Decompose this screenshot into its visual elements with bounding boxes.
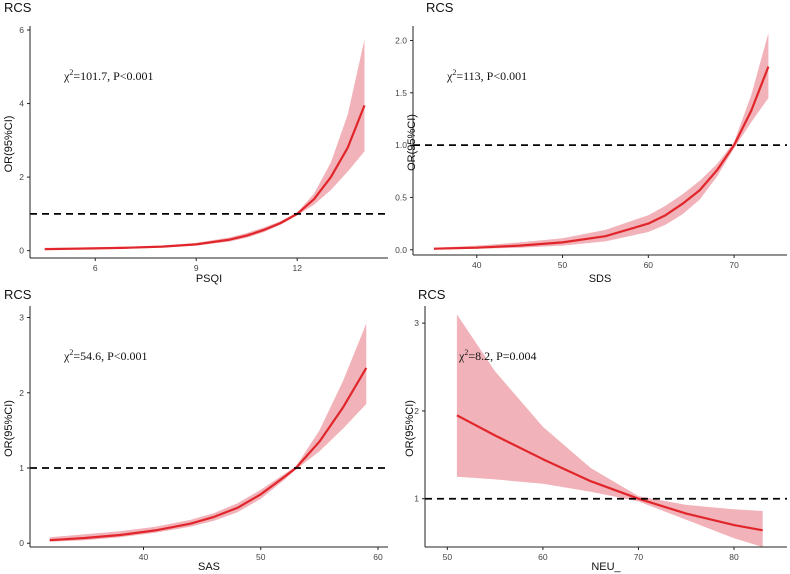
panel-label: RCS <box>426 0 454 15</box>
y-tick-label: 0 <box>19 538 24 548</box>
chi-square-annotation: χ2=113, P<0.001 <box>446 68 527 83</box>
panel-label: RCS <box>418 287 446 302</box>
chi-statistic: =113, P<0.001 <box>456 69 527 83</box>
chi-symbol: χ <box>446 69 453 83</box>
chi-symbol: χ <box>63 349 70 363</box>
y-tick-label: 1 <box>414 494 419 504</box>
y-tick-label: 0.5 <box>395 192 407 202</box>
x-tick-label: 40 <box>472 260 482 270</box>
y-tick-label: 3 <box>19 313 24 323</box>
y-axis-title: OR(95%CI) <box>3 116 15 173</box>
panel-label: RCS <box>4 287 32 302</box>
y-tick-label: 2 <box>19 172 24 182</box>
x-tick-label: 9 <box>194 263 199 273</box>
chi-statistic: =54.6, P<0.001 <box>73 349 147 363</box>
y-tick-label: 2 <box>414 406 419 416</box>
chi-symbol: χ <box>63 69 70 83</box>
x-tick-label: 40 <box>139 552 149 562</box>
x-axis-title: PSQI <box>196 273 222 285</box>
x-tick-label: 70 <box>729 260 739 270</box>
x-tick-label: 60 <box>644 260 654 270</box>
y-axis-title: OR(95%CI) <box>406 114 418 171</box>
x-tick-label: 12 <box>292 263 302 273</box>
y-tick-label: 2 <box>19 388 24 398</box>
or-line <box>44 104 366 251</box>
chi-square-annotation: χ2=101.7, P<0.001 <box>63 68 154 83</box>
x-axis-title: SAS <box>198 561 220 573</box>
x-tick-label: 50 <box>558 260 568 270</box>
chi-square-annotation: χ2=8.2, P=0.004 <box>458 348 537 363</box>
chi-superscript: 2 <box>69 348 73 357</box>
x-tick-label: 60 <box>373 552 383 562</box>
ci-band <box>433 33 769 250</box>
x-tick-label: 60 <box>538 552 548 562</box>
y-tick-label: 1 <box>19 463 24 473</box>
y-tick-label: 4 <box>19 99 24 109</box>
chi-square-annotation: χ2=54.6, P<0.001 <box>63 348 148 363</box>
x-axis-title: SDS <box>589 273 612 285</box>
chi-statistic: =8.2, P=0.004 <box>468 349 536 363</box>
y-tick-label: 0.0 <box>395 245 407 255</box>
x-tick-label: 6 <box>93 263 98 273</box>
chi-symbol: χ <box>458 349 465 363</box>
y-axis-title: OR(95%CI) <box>3 400 15 457</box>
y-tick-label: 3 <box>414 318 419 328</box>
y-axis-title: OR(95%CI) <box>404 400 416 457</box>
or-line <box>433 66 770 250</box>
chi-superscript: 2 <box>69 68 73 77</box>
chart-panel-2: RCS 0.0 0.5 1.0 1.5 2.0 40 50 60 70 SDS OR(95%CI) χ2… <box>395 0 787 285</box>
or-line <box>456 414 763 532</box>
x-tick-label: 50 <box>443 552 453 562</box>
y-tick-label: 0 <box>19 246 24 256</box>
x-tick-label: 70 <box>634 552 644 562</box>
x-tick-label: 80 <box>729 552 739 562</box>
x-axis-title: NEU_ <box>591 561 621 573</box>
chi-statistic: =101.7, P<0.001 <box>73 69 153 83</box>
y-tick-label: 6 <box>19 25 24 35</box>
y-tick-label: 1.0 <box>395 140 407 150</box>
y-tick-label: 1.5 <box>395 88 407 98</box>
y-tick-label: 2.0 <box>395 35 407 45</box>
panel-label: RCS <box>4 0 32 15</box>
chi-superscript: 2 <box>452 68 456 77</box>
or-line <box>49 367 368 542</box>
chi-superscript: 2 <box>464 348 468 357</box>
x-tick-label: 50 <box>256 552 266 562</box>
